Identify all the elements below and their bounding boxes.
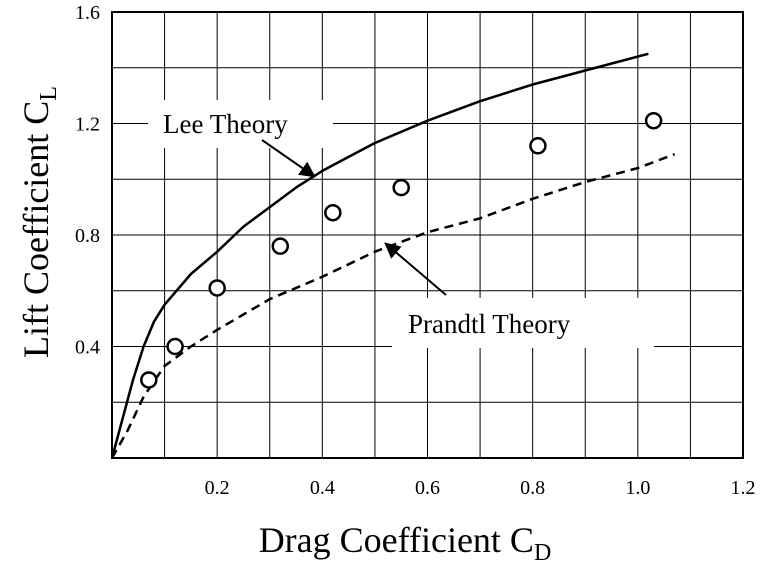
data-point-marker [644, 111, 663, 130]
data-point-marker [208, 279, 226, 297]
data-point-marker [324, 203, 342, 222]
data-point-marker [271, 237, 290, 255]
annotation-label-box [392, 298, 654, 348]
series-line-lee-theory [110, 52, 649, 459]
data-point-marker [140, 371, 158, 389]
annotation-label: Lee Theory [163, 109, 288, 139]
y-axis-title: Lift Coefficient CL [16, 86, 62, 358]
x-tick-label: 0.4 [310, 477, 335, 499]
plot-frame [111, 11, 744, 459]
x-tick-label: 1.2 [731, 477, 756, 499]
data-point-marker [529, 137, 547, 155]
x-tick-label: 0.6 [415, 477, 440, 499]
y-tick-label: 1.6 [75, 2, 100, 24]
x-axis-title-subscript: D [534, 540, 551, 566]
y-tick-label: 0.4 [75, 337, 100, 359]
data-markers [140, 111, 663, 389]
annotations-group: Lee Theory Prandtl Theory [148, 100, 654, 348]
grid [112, 12, 743, 458]
x-tick-label: 1.0 [625, 477, 650, 499]
x-axis-title: Drag Coefficient CD [259, 520, 552, 566]
annotation-arrow [384, 242, 447, 296]
x-tick-label: 0.8 [520, 477, 545, 499]
data-point-marker [166, 337, 184, 356]
annotation-label: Prandtl Theory [408, 309, 571, 339]
y-axis-title-subscript: L [36, 86, 62, 101]
x-tick-labels: 0.2 0.4 0.6 0.8 1.0 1.2 [205, 477, 756, 499]
data-point-marker [392, 178, 410, 197]
y-tick-labels: 0.4 0.8 1.2 1.6 [75, 2, 100, 359]
y-tick-label: 1.2 [75, 114, 100, 136]
y-tick-label: 0.8 [75, 225, 100, 247]
x-tick-label: 0.2 [205, 477, 230, 499]
annotation-arrow [261, 139, 316, 178]
annotation-label-box [148, 100, 333, 148]
